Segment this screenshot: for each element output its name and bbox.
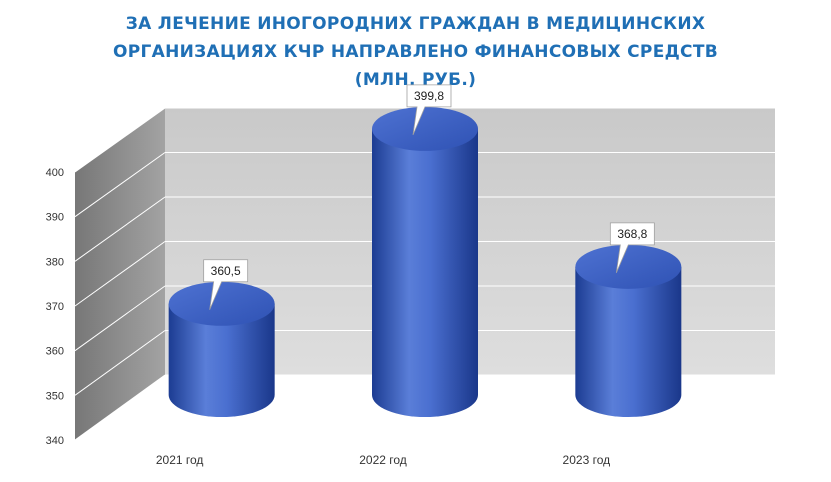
- y-tick-label: 350: [46, 390, 64, 402]
- data-label-box: [406, 84, 452, 136]
- data-labels: 360,5 399,8 368,8: [203, 84, 655, 310]
- bar: [372, 106, 478, 417]
- x-tick-label: 2021 год: [156, 453, 204, 467]
- gridline-side: [74, 196, 166, 262]
- bar-body: [575, 266, 682, 417]
- y-tick-label: 370: [46, 301, 64, 313]
- y-axis: 340 350 360 370 380 390 400: [46, 167, 64, 447]
- gridline-side: [74, 330, 166, 396]
- gridline-side: [74, 107, 166, 173]
- chart-title: ЗА ЛЕЧЕНИЕ ИНОГОРОДНИХ ГРАЖДАН В МЕДИЦИН…: [0, 10, 831, 94]
- bar-top: [575, 244, 682, 289]
- data-label-text: 360,5: [211, 264, 241, 278]
- bar-body: [168, 303, 275, 417]
- bar-top: [168, 281, 275, 326]
- y-tick-label: 400: [46, 167, 64, 179]
- data-label: 360,5: [203, 259, 249, 310]
- chart-title-line-2: ОРГАНИЗАЦИЯХ КЧР НАПРАВЛЕНО ФИНАНСОВЫХ С…: [113, 42, 718, 62]
- data-label-text: 368,8: [617, 227, 647, 241]
- y-tick-label: 360: [46, 346, 64, 358]
- x-axis: 2021 год 2022 год 2023 год: [156, 453, 610, 467]
- y-tick-label: 380: [46, 256, 64, 268]
- data-label: 399,8: [406, 84, 452, 136]
- bar-top: [372, 106, 478, 151]
- data-label-text: 399,8: [414, 89, 444, 103]
- chart-bars: [168, 106, 682, 417]
- gridline-side: [74, 241, 166, 307]
- chart-title-line-1: ЗА ЛЕЧЕНИЕ ИНОГОРОДНИХ ГРАЖДАН В МЕДИЦИН…: [125, 14, 706, 34]
- data-label: 368,8: [609, 222, 655, 273]
- data-label-box: [609, 222, 655, 273]
- gridline-side: [74, 285, 166, 352]
- y-tick-label: 390: [46, 212, 64, 224]
- x-tick-label: 2022 год: [359, 453, 407, 467]
- bar: [575, 244, 682, 417]
- data-label-box: [203, 259, 249, 310]
- gridline-side: [74, 374, 166, 441]
- x-tick-label: 2023 год: [563, 453, 611, 467]
- bar-body: [372, 128, 478, 417]
- y-tick-label: 340: [46, 435, 64, 447]
- bar: [168, 281, 275, 417]
- gridline-side: [74, 152, 166, 218]
